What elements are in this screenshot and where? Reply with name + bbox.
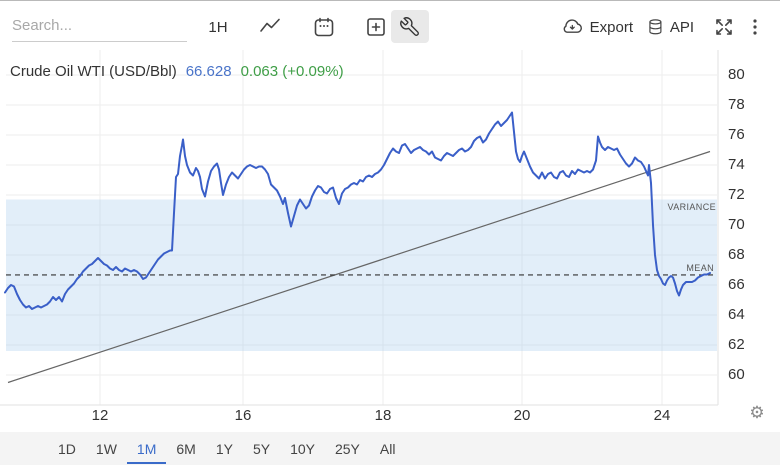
timeframe-6m[interactable]: 6M bbox=[166, 434, 205, 464]
calendar-icon bbox=[314, 17, 334, 37]
mean-label: MEAN bbox=[686, 262, 714, 273]
date-range-button[interactable] bbox=[310, 13, 338, 41]
expand-arrows-icon bbox=[716, 19, 732, 35]
kebab-menu-icon bbox=[753, 19, 757, 35]
y-axis-tick: 66 bbox=[728, 276, 745, 293]
settings-gear-icon[interactable]: ⚙ bbox=[749, 403, 765, 422]
chart-canvas[interactable] bbox=[0, 0, 780, 430]
plus-square-icon bbox=[367, 18, 385, 36]
price-chart[interactable]: Crude Oil WTI (USD/Bbl) 66.628 0.063 (+0… bbox=[0, 0, 780, 430]
cloud-download-icon bbox=[563, 19, 582, 33]
indicators-tools-button[interactable] bbox=[391, 10, 429, 43]
y-axis-tick: 76 bbox=[728, 126, 745, 143]
timeframe-1y[interactable]: 1Y bbox=[206, 434, 243, 464]
wrench-icon bbox=[400, 16, 419, 36]
y-axis-tick: 80 bbox=[728, 66, 745, 83]
y-axis-tick: 64 bbox=[728, 306, 745, 323]
timeframe-1d[interactable]: 1D bbox=[48, 434, 86, 464]
chart-title: Crude Oil WTI (USD/Bbl) 66.628 0.063 (+0… bbox=[10, 63, 344, 80]
timeframe-all[interactable]: All bbox=[370, 434, 406, 464]
y-axis-tick: 60 bbox=[728, 366, 745, 383]
y-axis-tick: 74 bbox=[728, 156, 745, 173]
x-axis-tick: 24 bbox=[653, 407, 671, 424]
y-axis-tick: 68 bbox=[728, 246, 745, 263]
x-axis-tick: 12 bbox=[91, 407, 109, 424]
y-axis-tick: 70 bbox=[728, 216, 745, 233]
x-axis-tick: 18 bbox=[374, 407, 392, 424]
export-button[interactable]: Export bbox=[561, 13, 633, 41]
instrument-name: Crude Oil WTI (USD/Bbl) bbox=[10, 63, 177, 80]
y-axis-tick: 72 bbox=[728, 186, 745, 203]
timeframe-bar: 1D 1W 1M 6M 1Y 5Y 10Y 25Y All bbox=[0, 432, 780, 465]
x-axis-tick: 20 bbox=[513, 407, 531, 424]
timeframe-25y[interactable]: 25Y bbox=[325, 434, 370, 464]
price-change: 0.063 (+0.09%) bbox=[240, 63, 344, 80]
timeframe-1m[interactable]: 1M bbox=[126, 434, 167, 464]
toolbar: 1H bbox=[0, 1, 780, 53]
top-border bbox=[0, 0, 780, 1]
search-input[interactable] bbox=[12, 14, 187, 42]
y-axis-tick: 78 bbox=[728, 96, 745, 113]
line-chart-icon bbox=[260, 18, 280, 32]
more-options-button[interactable] bbox=[745, 13, 765, 41]
fullscreen-button[interactable] bbox=[710, 13, 738, 41]
export-label: Export bbox=[589, 18, 633, 36]
variance-label: VARIANCE bbox=[667, 201, 716, 212]
timeframe-5y[interactable]: 5Y bbox=[243, 434, 280, 464]
database-icon bbox=[649, 19, 662, 35]
y-axis-tick: 62 bbox=[728, 336, 745, 353]
chart-type-icon[interactable] bbox=[256, 13, 284, 41]
api-label: API bbox=[669, 18, 694, 36]
last-price: 66.628 bbox=[185, 63, 232, 80]
add-compare-button[interactable] bbox=[362, 13, 390, 41]
x-axis-tick: 16 bbox=[234, 407, 252, 424]
interval-dropdown[interactable]: 1H bbox=[203, 13, 233, 41]
timeframe-1w[interactable]: 1W bbox=[86, 434, 127, 464]
timeframe-10y[interactable]: 10Y bbox=[280, 434, 325, 464]
api-button[interactable]: API bbox=[646, 13, 694, 41]
